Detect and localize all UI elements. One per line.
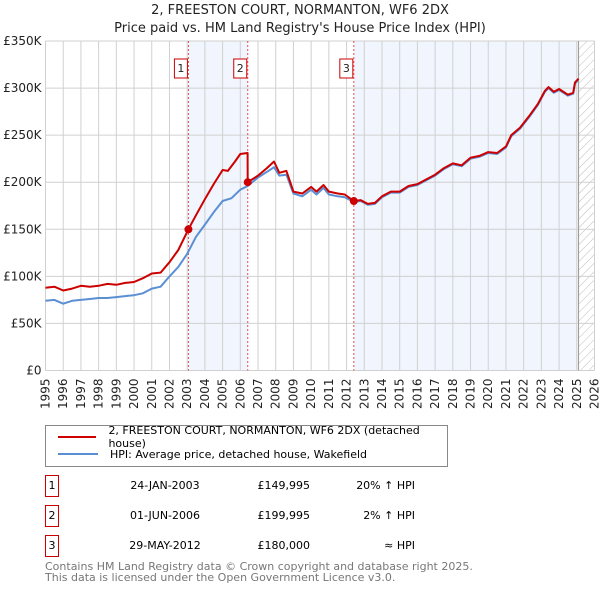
price-chart: 1995 1996 1997 1998 1999 2000 2001 2002 2003 2004… (3, 34, 600, 410)
sale-hpi-compare: ≈ HPI (384, 539, 415, 552)
x-tick-label: 2001 (145, 379, 159, 410)
sale-marker-label: 1 (177, 62, 184, 75)
x-tick-label: 2014 (375, 379, 389, 410)
x-tick-label: 2006 (233, 379, 247, 410)
x-tick-label: 2013 (357, 379, 371, 410)
x-tick-label: 2025 (570, 379, 584, 410)
sale-row: 3 29-MAY-2012 £180,000 ≈ HPI (45, 535, 445, 557)
x-tick-label: 2024 (552, 379, 566, 410)
footer-copyright: Contains HM Land Registry data © Crown c… (45, 560, 473, 573)
y-tick-label: £50K (11, 316, 43, 330)
x-tick-label: 2010 (304, 379, 318, 410)
x-tick-label: 2002 (162, 379, 176, 410)
legend-swatch-blue (58, 453, 98, 455)
sale-point (184, 225, 193, 234)
legend-item-hpi: HPI: Average price, detached house, Wake… (58, 446, 367, 462)
x-tick-label: 1997 (74, 379, 88, 410)
x-tick-label: 1996 (56, 379, 70, 410)
sale-point (243, 178, 252, 187)
sale-date: 29-MAY-2012 (129, 539, 201, 552)
legend-item-property: 2, FREESTON COURT, NORMANTON, WF6 2DX (d… (58, 424, 447, 450)
sale-row: 2 01-JUN-2006 £199,995 2% ↑ HPI (45, 505, 445, 527)
y-tick-label: £250K (3, 128, 43, 142)
x-tick-label: 2008 (269, 379, 283, 410)
sale-marker-label: 2 (237, 62, 244, 75)
sale-row: 1 24-JAN-2003 £149,995 20% ↑ HPI (45, 475, 445, 497)
x-tick-label: 2007 (251, 379, 265, 410)
sale-marker-label: 1 (45, 475, 59, 497)
x-tick-label: 2005 (216, 379, 230, 410)
legend-swatch-red (58, 436, 97, 438)
x-tick-label: 2021 (499, 379, 513, 410)
x-tick-label: 2017 (428, 379, 442, 410)
sale-marker-box (233, 58, 248, 79)
x-tick-label: 2000 (127, 379, 141, 410)
x-tick-label: 2020 (481, 379, 495, 410)
sale-hpi-compare: 20% ↑ HPI (356, 479, 415, 492)
x-tick-label: 2012 (340, 379, 354, 410)
x-tick-label: 2026 (588, 379, 600, 410)
forecast-hatch (578, 41, 595, 371)
chart-subtitle: Price paid vs. HM Land Registry's House … (114, 21, 486, 36)
chart-title: 2, FREESTON COURT, NORMANTON, WF6 2DX (151, 3, 449, 18)
sale-hpi-compare: 2% ↑ HPI (363, 509, 415, 522)
sale-marker-label: 3 (343, 62, 350, 75)
x-tick-label: 2015 (393, 379, 407, 410)
legend: 2, FREESTON COURT, NORMANTON, WF6 2DX (d… (45, 424, 448, 467)
x-tick-label: 2009 (286, 379, 300, 410)
x-tick-label: 2023 (534, 379, 548, 410)
sale-marker-label: 3 (45, 535, 59, 557)
sale-date: 01-JUN-2006 (129, 509, 201, 522)
footer-licence: This data is licensed under the Open Gov… (45, 571, 396, 584)
y-tick-label: £300K (3, 81, 43, 95)
x-tick-label: 1999 (109, 379, 123, 410)
sale-price: £149,995 (257, 479, 311, 492)
sale-marker-box (173, 58, 188, 79)
sale-price: £180,000 (257, 539, 311, 552)
x-tick-label: 2011 (322, 379, 336, 410)
x-tick-label: 2022 (517, 379, 531, 410)
x-tick-label: 2018 (446, 379, 460, 410)
property-price-line (45, 78, 580, 292)
sale-point (349, 197, 358, 206)
sale-date: 24-JAN-2003 (130, 479, 200, 492)
x-tick-label: 1998 (92, 379, 106, 410)
x-tick-label: 1995 (39, 379, 53, 410)
legend-label: 2, FREESTON COURT, NORMANTON, WF6 2DX (d… (108, 424, 420, 450)
y-tick-label: £100K (3, 269, 43, 283)
x-tick-label: 2004 (198, 379, 212, 410)
x-tick-label: 2019 (464, 379, 478, 410)
x-tick-label: 2003 (180, 379, 194, 410)
legend-label: HPI: Average price, detached house, Wake… (110, 447, 368, 461)
sale-marker-box (339, 58, 354, 79)
y-tick-label: £0 (26, 364, 41, 378)
y-tick-label: £350K (3, 34, 43, 48)
sale-marker-label: 2 (45, 505, 59, 527)
sale-price: £199,995 (257, 509, 311, 522)
y-tick-label: £150K (3, 222, 43, 236)
x-tick-label: 2016 (410, 379, 424, 410)
y-tick-label: £200K (3, 175, 43, 189)
